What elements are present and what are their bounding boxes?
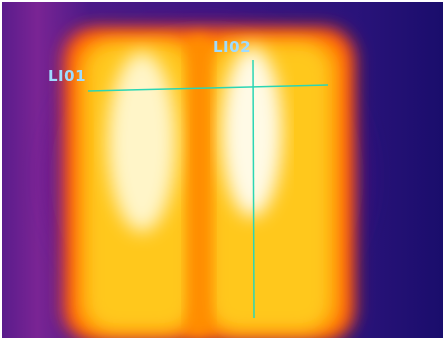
thermal-left-core <box>108 52 176 232</box>
measurement-line-li02 <box>252 59 255 319</box>
thermal-seam <box>188 36 210 336</box>
thermal-image <box>2 2 443 338</box>
thermal-image-frame: LI01 LI02 <box>2 2 443 338</box>
measurement-label-li01: LI01 <box>48 67 87 85</box>
measurement-label-li02: LI02 <box>213 38 252 56</box>
measurement-line-li01 <box>87 84 329 92</box>
thermal-right-core <box>222 47 282 217</box>
